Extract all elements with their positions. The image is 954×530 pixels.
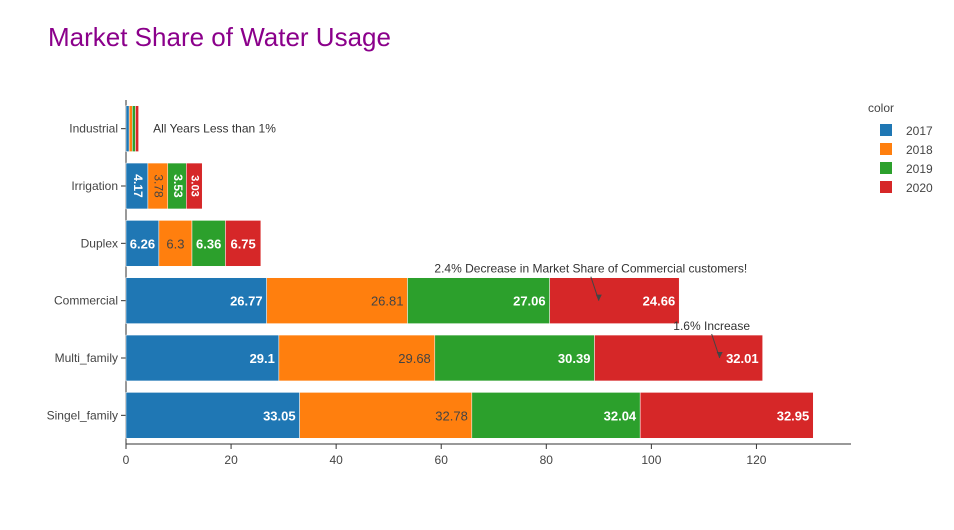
bar-value-label: 6.36 (196, 236, 221, 251)
bar-value-label: 32.78 (435, 408, 468, 423)
bar-value-label: 26.81 (371, 294, 404, 309)
bar (128, 105, 133, 152)
annotation-arrowhead (595, 294, 602, 301)
y-tick-label: Industrial (69, 122, 118, 136)
y-tick-label: Singel_family (47, 408, 118, 422)
bar-value-label: 29.1 (250, 351, 275, 366)
legend-swatch (880, 124, 892, 136)
bar-value-label: 29.68 (398, 351, 431, 366)
bar (594, 334, 763, 382)
bar-value-label: 6.75 (230, 236, 255, 251)
bar-value-label: 4.17 (131, 174, 145, 198)
y-tick-label: Multi_family (55, 351, 118, 365)
legend-label: 2019 (906, 162, 933, 176)
y-tick-label: Duplex (81, 236, 118, 250)
bar-value-label: 30.39 (558, 351, 591, 366)
bar (125, 334, 280, 382)
bar-value-label: 6.26 (130, 236, 155, 251)
annotation-text: All Years Less than 1% (153, 122, 276, 136)
annotation-text: 1.6% Increase (673, 319, 750, 333)
bar-value-label: 26.77 (230, 294, 263, 309)
x-tick-label: 80 (540, 453, 554, 467)
bar (266, 277, 408, 324)
legend-label: 2020 (906, 181, 933, 195)
bar (125, 392, 300, 439)
legend-swatch (880, 162, 892, 174)
annotation-arrowhead (716, 352, 723, 358)
chart-title: Market Share of Water Usage (48, 22, 391, 52)
bar-value-label: 32.01 (726, 351, 759, 366)
bar-value-label: 3.03 (188, 175, 200, 197)
x-tick-label: 0 (123, 453, 130, 467)
x-tick-label: 120 (746, 453, 766, 467)
bar-value-label: 3.53 (171, 174, 185, 198)
bar (407, 277, 550, 324)
bar (434, 334, 595, 382)
legend-label: 2017 (906, 124, 933, 138)
bar-value-label: 32.95 (777, 408, 810, 423)
bar (125, 105, 130, 152)
bar (125, 220, 160, 267)
bar (471, 392, 641, 439)
x-tick-label: 60 (435, 453, 449, 467)
bar-value-label: 32.04 (604, 408, 637, 423)
x-tick-label: 100 (641, 453, 661, 467)
legend-swatch (880, 181, 892, 193)
bar-value-label: 6.3 (166, 236, 184, 251)
bar (191, 220, 226, 267)
bar-value-label: 27.06 (513, 294, 546, 309)
bar-value-label: 24.66 (643, 294, 676, 309)
x-tick-label: 20 (224, 453, 238, 467)
legend-swatch (880, 143, 892, 155)
bar (125, 277, 267, 324)
y-tick-label: Irrigation (71, 179, 118, 193)
bar-value-label: 3.78 (152, 174, 166, 198)
y-tick-label: Commercial (54, 294, 118, 308)
annotation-text: 2.4% Decrease in Market Share of Commerc… (434, 262, 747, 276)
legend-label: 2018 (906, 143, 933, 157)
bar (135, 105, 139, 152)
bar (639, 392, 814, 439)
bar (225, 220, 262, 267)
bar (186, 162, 203, 210)
bar-value-label: 33.05 (263, 408, 296, 423)
bar (158, 220, 193, 267)
x-tick-label: 40 (329, 453, 343, 467)
bar (549, 277, 680, 324)
bar (132, 105, 136, 152)
bar (278, 334, 436, 382)
legend-title: color (868, 101, 894, 115)
